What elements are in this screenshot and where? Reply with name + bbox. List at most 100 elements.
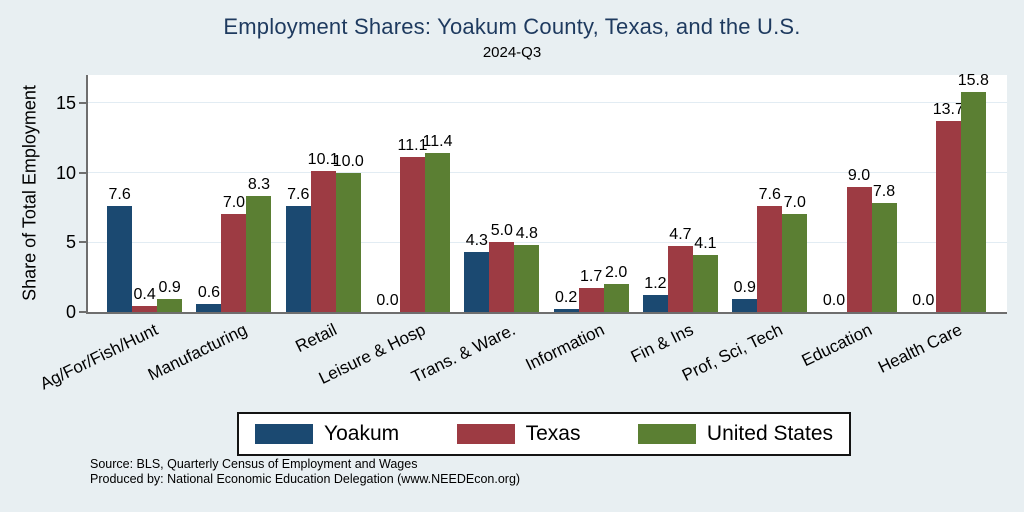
- value-label: 4.3: [465, 232, 488, 250]
- bar-texas: 13.7: [933, 101, 964, 312]
- value-label: 0.0: [376, 292, 399, 309]
- value-label: 0.0: [822, 292, 846, 309]
- bar-fill: [221, 214, 247, 312]
- bar-fill: [935, 121, 961, 312]
- bar-texas: 4.7: [667, 226, 693, 312]
- source-note: Source: BLS, Quarterly Census of Employm…: [90, 457, 418, 471]
- y-tick-label-10: 10: [55, 162, 76, 183]
- bar-fill: [603, 284, 629, 312]
- bar-group: 1.2 4.7 4.1: [636, 75, 725, 312]
- value-label: 0.9: [158, 279, 181, 297]
- bar-united-states: 7.8: [871, 183, 897, 312]
- bar-fill: [553, 309, 579, 312]
- bar-group: 4.3 5.0 4.8: [457, 75, 546, 312]
- value-label: 0.2: [555, 289, 578, 307]
- legend-label: United States: [706, 422, 833, 445]
- legend-entry-united-states: United States: [637, 422, 833, 446]
- bar-fill: [578, 288, 604, 312]
- bar-fill: [732, 299, 758, 312]
- value-label: 0.0: [912, 292, 935, 309]
- bar-yoakum: 7.6: [285, 186, 311, 312]
- value-label: 11.1: [397, 137, 428, 155]
- value-label: 9.0: [847, 166, 871, 184]
- x-tick-label-9: Education: [799, 320, 876, 371]
- gridline-5: [88, 241, 1007, 243]
- chart-subtitle: 2024-Q3: [482, 44, 542, 61]
- value-label: 4.7: [669, 226, 692, 244]
- x-tick-label-10: Health Care: [874, 320, 965, 377]
- value-label: 7.6: [287, 186, 310, 204]
- bar-fill: [489, 242, 515, 312]
- bar-texas: 0.4: [132, 286, 158, 312]
- bar-fill: [871, 203, 897, 312]
- bar-fill: [960, 91, 986, 312]
- bar-fill: [514, 245, 540, 312]
- x-tick-label-6: Information: [522, 320, 608, 375]
- bar-fill: [642, 295, 668, 312]
- bar-yoakum: 4.3: [464, 232, 490, 312]
- y-tick-mark-5: [79, 241, 86, 244]
- bar-united-states: 7.0: [782, 194, 808, 312]
- bar-united-states: 10.0: [333, 153, 364, 312]
- bar-group: 0.0 13.7 15.8: [904, 71, 993, 312]
- bar-group: 7.6 0.4 0.9: [100, 75, 189, 312]
- gridline-15: [88, 102, 1007, 104]
- x-tick-label-2: Manufacturing: [145, 320, 251, 385]
- bar-fill: [400, 157, 426, 312]
- bar-united-states: 0.9: [157, 279, 183, 312]
- value-label: 5.0: [490, 222, 513, 240]
- bar-fill: [846, 186, 872, 312]
- legend: Yoakum Texas United States: [237, 412, 851, 456]
- bar-fill: [464, 252, 490, 312]
- legend-entry-yoakum: Yoakum: [255, 422, 399, 446]
- bar-united-states: 4.8: [514, 225, 540, 312]
- value-label: 4.8: [515, 225, 538, 243]
- legend-entry-texas: Texas: [456, 422, 580, 446]
- chart-title: Employment Shares: Yoakum County, Texas,…: [223, 14, 801, 39]
- x-tick-label-1: Ag/For/Fish/Hunt: [37, 320, 161, 394]
- value-label: 11.4: [422, 133, 453, 151]
- bar-texas: 5.0: [489, 222, 515, 312]
- bar-fill: [246, 196, 272, 312]
- value-label: 4.1: [694, 234, 717, 252]
- y-axis-label: Share of Total Employment: [19, 85, 40, 301]
- bar-fill: [285, 206, 311, 312]
- bar-fill: [757, 206, 783, 312]
- value-label: 7.6: [108, 186, 131, 204]
- bar-group: 0.0 9.0 7.8: [814, 75, 903, 312]
- value-label: 7.8: [872, 183, 896, 201]
- bar-yoakum: 1.2: [642, 275, 668, 312]
- bar-texas: 11.1: [398, 137, 428, 312]
- bar-group: 7.6 10.1 10.0: [279, 75, 368, 312]
- bar-group: 0.9 7.6 7.0: [725, 75, 814, 312]
- value-label: 7.6: [758, 186, 781, 204]
- value-label: 8.3: [247, 176, 271, 194]
- bar-texas: 9.0: [846, 167, 872, 312]
- bar-united-states: 11.4: [423, 133, 453, 312]
- bar-texas: 10.1: [308, 151, 339, 312]
- bar-fill: [425, 153, 451, 312]
- legend-swatch: [637, 424, 696, 444]
- plot-area: 7.6 0.4 0.9 0.6 7.0 8.3 7.6 10.1 10.0 0.0 11.1 11.4…: [86, 71, 1007, 314]
- value-label: 0.9: [733, 279, 756, 297]
- bar-group: 0.0 11.1 11.4: [368, 75, 457, 312]
- bar-yoakum: 7.6: [107, 186, 133, 312]
- legend-label: Yoakum: [324, 422, 400, 445]
- bar-fill: [692, 254, 718, 312]
- value-label: 15.8: [957, 71, 989, 89]
- bar-fill: [157, 299, 183, 312]
- bar-group: 0.6 7.0 8.3: [189, 75, 278, 312]
- bar-fill: [782, 214, 808, 312]
- value-label: 0.4: [133, 286, 156, 304]
- y-tick-mark-0: [79, 311, 86, 313]
- y-tick-label-0: 0: [65, 302, 76, 322]
- bar-fill: [310, 171, 336, 312]
- bar-groups: 7.6 0.4 0.9 0.6 7.0 8.3 7.6 10.1 10.0 0.0 11.1 11.4…: [88, 71, 1007, 312]
- bar-fill: [132, 306, 158, 312]
- x-tick-label-7: Fin & Ins: [628, 320, 697, 367]
- bar-yoakum: 0.2: [553, 289, 579, 312]
- value-label: 10.0: [332, 152, 364, 170]
- y-tick-label-5: 5: [65, 232, 76, 253]
- bar-texas: 7.0: [221, 194, 247, 312]
